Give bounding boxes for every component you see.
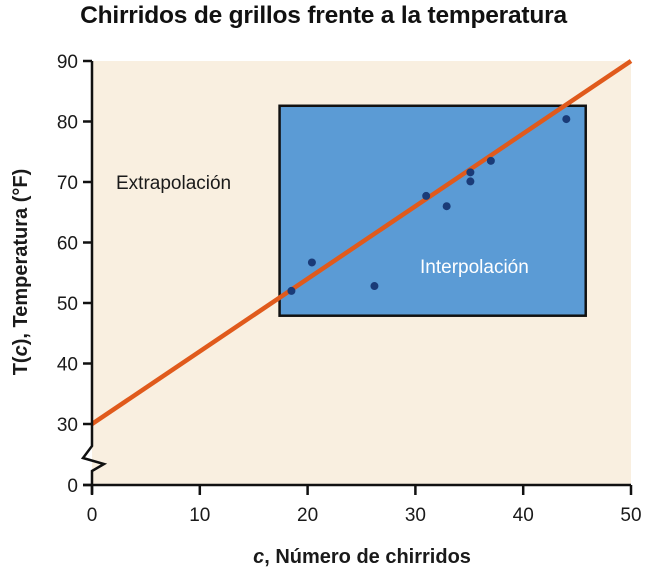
y-tick-label: 40 <box>57 355 78 376</box>
chart-title: Chirridos de grillos frente a la tempera… <box>80 2 567 29</box>
data-point <box>466 168 475 177</box>
data-point <box>562 115 571 124</box>
interpolation-region <box>278 104 587 317</box>
data-points <box>287 115 571 295</box>
x-tick-label: 30 <box>405 505 426 526</box>
x-axis-title: c, Número de chirridos <box>253 546 471 568</box>
data-point <box>307 258 316 267</box>
axes <box>80 61 631 494</box>
x-tick-label: 50 <box>620 505 641 526</box>
interpolation-label: Interpolación <box>420 257 529 278</box>
y-tick-label: 50 <box>57 294 78 315</box>
y-tick-label: 80 <box>57 113 78 134</box>
y-tick-label: 0 <box>67 476 78 497</box>
x-tick-label: 0 <box>87 505 98 526</box>
data-point <box>287 286 296 295</box>
y-tick-label: 90 <box>57 52 78 73</box>
trend-line <box>90 59 633 426</box>
data-point <box>370 282 379 291</box>
x-tick-label: 10 <box>189 505 210 526</box>
data-point <box>442 202 451 211</box>
y-tick-label: 70 <box>57 173 78 194</box>
y-tick-label: 30 <box>57 415 78 436</box>
x-tick-label: 40 <box>513 505 534 526</box>
y-axis-line <box>80 61 108 494</box>
y-tick-label: 60 <box>57 234 78 255</box>
y-axis-ticks: 0 30 40 50 60 70 80 90 <box>57 52 92 497</box>
x-tick-label: 20 <box>297 505 318 526</box>
y-axis-title: T(c), Temperatura (°F) <box>10 169 32 376</box>
data-point <box>486 156 495 165</box>
x-axis-ticks: 0 10 20 30 40 50 <box>87 485 642 526</box>
data-point <box>422 191 431 200</box>
data-point <box>466 177 475 186</box>
extrapolation-label: Extrapolación <box>116 173 231 194</box>
